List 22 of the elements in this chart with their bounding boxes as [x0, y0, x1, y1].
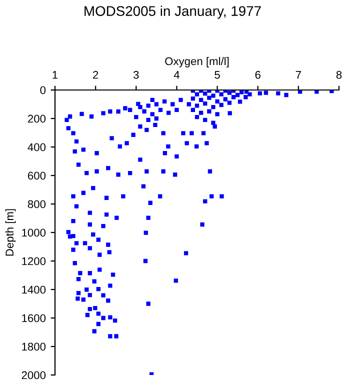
y-tick-label: 1600 — [22, 314, 46, 322]
x-tick-label: 8 — [336, 70, 342, 79]
x-axis-title: Oxygen [ml/l] — [165, 57, 229, 68]
x-tick-label: 5 — [214, 71, 220, 79]
y-tick-label: 1400 — [22, 286, 46, 294]
y-tick-label: 1000 — [22, 228, 46, 237]
y-tick-label: 800 — [28, 200, 46, 208]
chart-title: MODS2005 in January, 1977 — [84, 6, 261, 19]
x-tick-label: 4 — [174, 71, 180, 79]
x-tick-label: 3 — [133, 70, 139, 79]
x-tick-label: 6 — [255, 70, 260, 79]
y-tick-label: 0 — [40, 86, 46, 94]
y-tick-label: 200 — [28, 114, 46, 123]
y-tick-label: 2000 — [22, 371, 46, 380]
x-tick-label: 7 — [296, 71, 301, 79]
y-tick-label: 600 — [28, 172, 46, 180]
y-tick-label: 400 — [28, 143, 46, 152]
x-tick-label: 1 — [52, 71, 58, 79]
y-tick-label: 1800 — [22, 342, 46, 351]
x-tick-label: 2 — [93, 70, 98, 79]
y-tick-label: 1200 — [22, 257, 46, 266]
y-axis-title: Depth [m] — [5, 209, 16, 256]
